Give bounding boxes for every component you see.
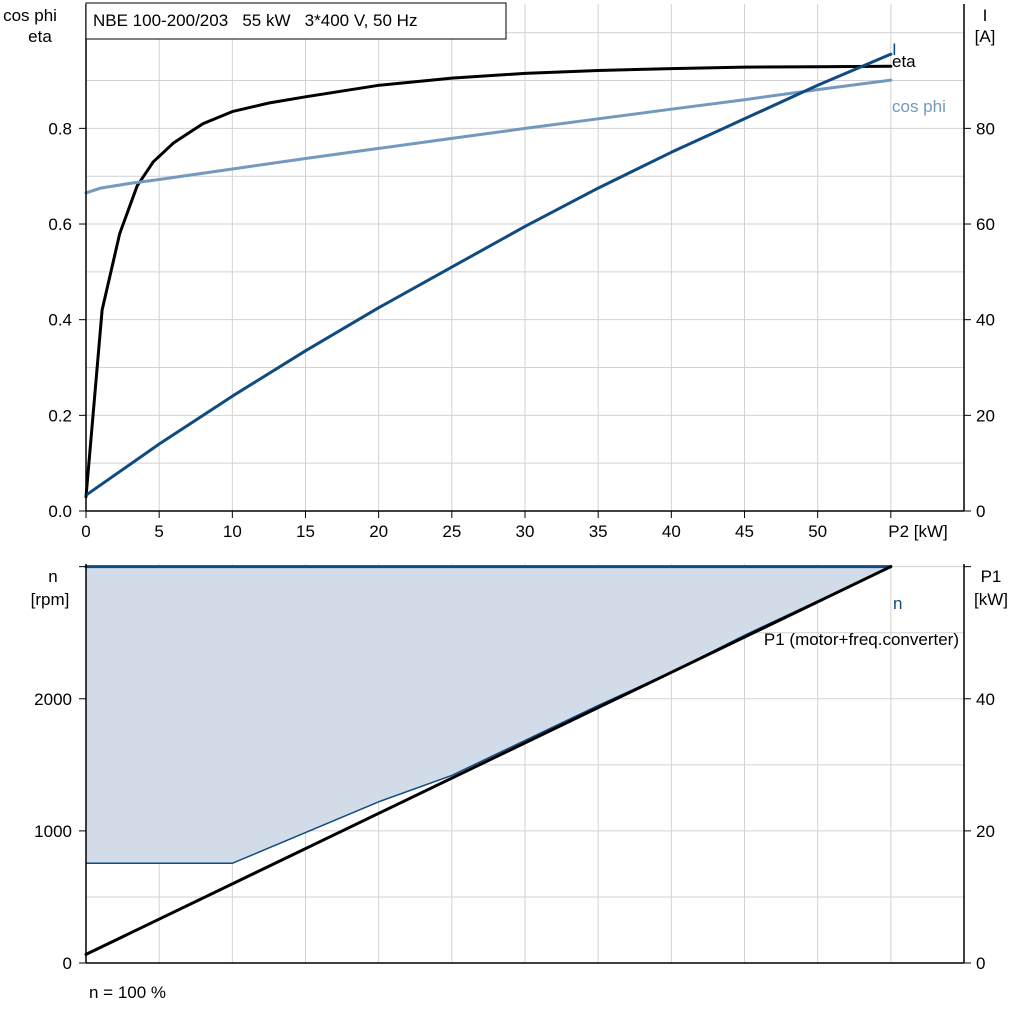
left-axis-label-cos-phi: cos phi bbox=[3, 6, 57, 25]
speed-percentage-note: n = 100 % bbox=[89, 983, 166, 1002]
left-y-tick-label: 1000 bbox=[34, 822, 72, 841]
left-y-tick-label: 2000 bbox=[34, 690, 72, 709]
x-tick-label: 10 bbox=[223, 522, 242, 541]
cos-phi-curve bbox=[84, 78, 893, 195]
p1-power-line bbox=[84, 565, 893, 956]
operating-range-fill bbox=[86, 566, 891, 864]
series-label-speed: n bbox=[893, 594, 902, 613]
right-y-tick-label: 0 bbox=[976, 502, 985, 521]
bottom-chart-axes: 0 1000 2000 0 20 40 bbox=[34, 564, 995, 973]
x-tick-label: 0 bbox=[81, 522, 90, 541]
right-axis-label-p1: P1 bbox=[981, 567, 1002, 586]
bottom-chart-series bbox=[84, 565, 893, 956]
current-curve bbox=[84, 52, 893, 497]
x-tick-label: 40 bbox=[662, 522, 681, 541]
right-y-tick-label: 0 bbox=[976, 954, 985, 973]
right-y-tick-label: 20 bbox=[976, 406, 995, 425]
right-y-tick-label: 60 bbox=[976, 215, 995, 234]
left-y-tick-label: 0.8 bbox=[48, 119, 72, 138]
eta-curve bbox=[84, 64, 893, 499]
left-axis-label-eta: eta bbox=[28, 27, 52, 46]
x-tick-label: 5 bbox=[154, 522, 163, 541]
series-label-cos-phi: cos phi bbox=[892, 97, 946, 116]
header-box bbox=[85, 2, 507, 40]
series-label-p1: P1 (motor+freq.converter) bbox=[764, 630, 959, 649]
top-chart-grid bbox=[86, 4, 964, 511]
right-y-tick-label: 20 bbox=[976, 822, 995, 841]
right-y-tick-label: 40 bbox=[976, 311, 995, 330]
right-axis-unit-current: [A] bbox=[975, 27, 996, 46]
left-y-tick-label: 0.2 bbox=[48, 406, 72, 425]
top-chart-series bbox=[84, 52, 893, 499]
left-y-tick-label: 0.6 bbox=[48, 215, 72, 234]
series-label-current: I bbox=[892, 40, 897, 59]
x-tick-label: 15 bbox=[296, 522, 315, 541]
chart-title: NBE 100-200/203 55 kW 3*400 V, 50 Hz bbox=[93, 11, 417, 30]
operating-range-area bbox=[86, 566, 892, 865]
series-label-eta: eta bbox=[892, 52, 916, 71]
left-y-tick-label: 0.0 bbox=[48, 502, 72, 521]
x-tick-label: 30 bbox=[516, 522, 535, 541]
x-axis-label: P2 [kW] bbox=[888, 522, 948, 541]
x-tick-label: 20 bbox=[369, 522, 388, 541]
right-y-tick-label: 40 bbox=[976, 690, 995, 709]
left-axis-label-speed: n bbox=[48, 567, 57, 586]
right-axis-label-current: I bbox=[983, 6, 988, 25]
x-tick-label: 25 bbox=[442, 522, 461, 541]
left-y-tick-label: 0.4 bbox=[48, 311, 72, 330]
right-y-tick-label: 80 bbox=[976, 119, 995, 138]
x-tick-label: 45 bbox=[735, 522, 754, 541]
right-axis-unit-p1: [kW] bbox=[974, 590, 1008, 609]
left-y-tick-label: 0 bbox=[63, 954, 72, 973]
top-chart-axes: 0 5 10 15 20 25 30 35 40 45 50 0.0 0.2 0.4 0.6 0.8 0 20 40… bbox=[48, 4, 995, 541]
left-axis-unit-speed: [rpm] bbox=[31, 590, 70, 609]
x-tick-label: 50 bbox=[808, 522, 827, 541]
x-tick-label: 35 bbox=[589, 522, 608, 541]
